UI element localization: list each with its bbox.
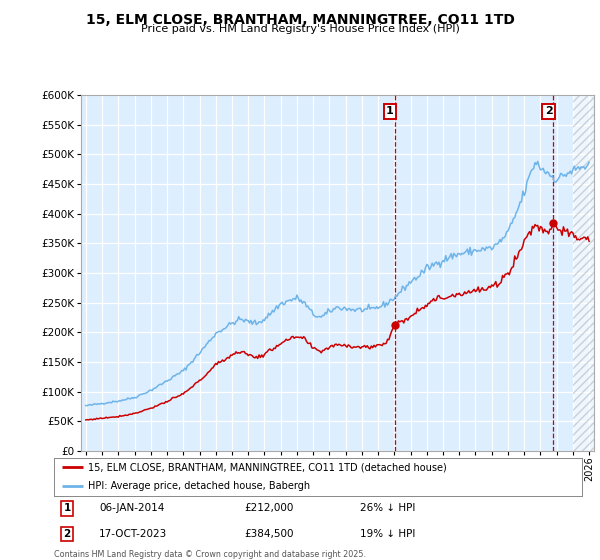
- Text: £384,500: £384,500: [244, 529, 293, 539]
- Text: 15, ELM CLOSE, BRANTHAM, MANNINGTREE, CO11 1TD (detached house): 15, ELM CLOSE, BRANTHAM, MANNINGTREE, CO…: [88, 462, 447, 472]
- Text: HPI: Average price, detached house, Babergh: HPI: Average price, detached house, Babe…: [88, 481, 310, 491]
- Text: 17-OCT-2023: 17-OCT-2023: [99, 529, 167, 539]
- Text: Contains HM Land Registry data © Crown copyright and database right 2025.
This d: Contains HM Land Registry data © Crown c…: [54, 550, 366, 560]
- Bar: [573, 95, 594, 451]
- Text: 1: 1: [386, 106, 394, 116]
- Text: 15, ELM CLOSE, BRANTHAM, MANNINGTREE, CO11 1TD: 15, ELM CLOSE, BRANTHAM, MANNINGTREE, CO…: [86, 13, 514, 27]
- Text: 26% ↓ HPI: 26% ↓ HPI: [360, 503, 416, 514]
- Text: 19% ↓ HPI: 19% ↓ HPI: [360, 529, 416, 539]
- Text: 1: 1: [64, 503, 71, 514]
- Text: 06-JAN-2014: 06-JAN-2014: [99, 503, 164, 514]
- Text: £212,000: £212,000: [244, 503, 293, 514]
- Text: Price paid vs. HM Land Registry's House Price Index (HPI): Price paid vs. HM Land Registry's House …: [140, 24, 460, 34]
- Text: 2: 2: [545, 106, 553, 116]
- Text: 2: 2: [64, 529, 71, 539]
